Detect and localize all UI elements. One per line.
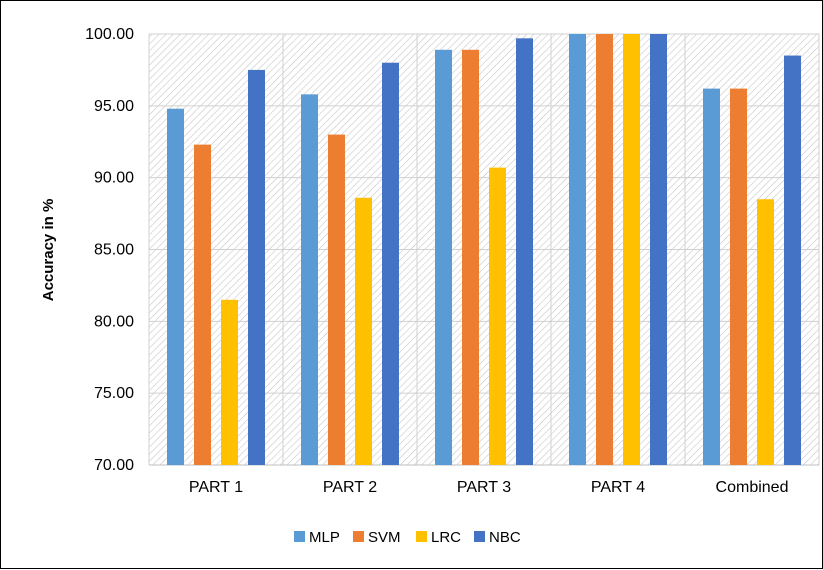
- bar-mlp: [569, 34, 586, 465]
- y-tick-label: 80.00: [94, 313, 134, 330]
- x-tick-label: PART 1: [189, 479, 243, 496]
- bar-lrc: [623, 34, 640, 465]
- bar-nbc: [516, 38, 533, 466]
- legend-label-lrc: LRC: [431, 529, 461, 546]
- bar-lrc: [489, 167, 506, 466]
- bar-lrc: [355, 197, 372, 465]
- y-tick-label: 100.00: [85, 26, 134, 43]
- bar-svm: [328, 134, 345, 466]
- x-tick-label: PART 2: [323, 479, 377, 496]
- bar-mlp: [167, 108, 184, 465]
- bar-nbc: [784, 55, 801, 466]
- x-tick-label: PART 3: [457, 479, 511, 496]
- bar-svm: [462, 49, 479, 465]
- legend-swatch-nbc: [474, 531, 485, 542]
- y-tick-label: 70.00: [94, 457, 134, 474]
- bar-svm: [194, 144, 211, 465]
- x-tick-label: PART 4: [591, 479, 645, 496]
- legend-label-nbc: NBC: [489, 529, 521, 546]
- bar-nbc: [382, 62, 399, 465]
- axis-labels: 70.00 75.00 80.00 85.00 90.00 95.00 100.00 PART…: [85, 26, 788, 496]
- bar-mlp: [435, 49, 452, 465]
- y-tick-label: 85.00: [94, 242, 134, 259]
- bar-nbc: [650, 34, 667, 465]
- y-tick-label: 95.00: [94, 98, 134, 115]
- y-tick-label: 90.00: [94, 170, 134, 187]
- bars: [167, 34, 801, 466]
- bar-svm: [730, 88, 747, 466]
- legend-swatch-lrc: [416, 531, 427, 542]
- y-axis-title: Accuracy in %: [40, 199, 57, 302]
- bar-mlp: [301, 94, 318, 465]
- bar-svm: [596, 34, 613, 465]
- legend-label-mlp: MLP: [309, 529, 340, 546]
- legend: MLP SVM LRC NBC: [294, 529, 521, 546]
- legend-label-svm: SVM: [368, 529, 401, 546]
- bar-nbc: [248, 69, 265, 466]
- x-tick-label: Combined: [716, 479, 789, 496]
- y-tick-label: 75.00: [94, 385, 134, 402]
- legend-swatch-mlp: [294, 531, 305, 542]
- bar-mlp: [703, 88, 720, 466]
- bar-lrc: [757, 199, 774, 465]
- bar-lrc: [221, 299, 238, 465]
- legend-swatch-svm: [353, 531, 364, 542]
